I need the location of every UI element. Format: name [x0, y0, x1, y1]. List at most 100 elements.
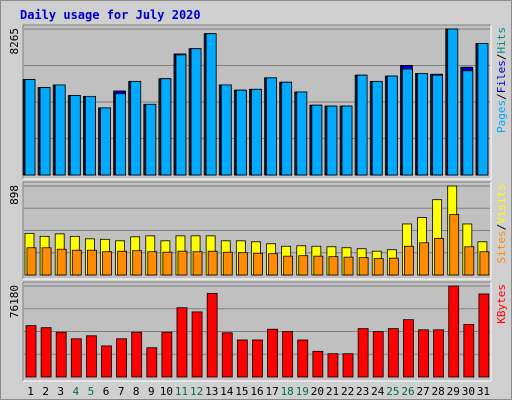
- x-tick-label-day-14: 14: [220, 385, 234, 398]
- bar-kbytes-day-18: [282, 331, 294, 378]
- bar-sites-day-25: [388, 257, 399, 276]
- bar-pages-day-23: [356, 74, 368, 176]
- legend-entry-files: Files: [495, 60, 508, 93]
- bar-sites-day-7: [117, 250, 127, 276]
- bar-pages-day-6: [100, 107, 111, 176]
- x-tick-label-day-9: 9: [148, 385, 155, 398]
- legend-separator: /: [495, 224, 508, 231]
- bar-sites-day-16: [253, 252, 263, 276]
- legend-separator: /: [495, 93, 508, 100]
- bar-sites-day-31: [479, 251, 490, 276]
- x-tick-label-day-18: 18: [281, 385, 294, 398]
- bar-kbytes-day-27: [418, 329, 429, 378]
- bar-pages-day-27: [417, 73, 428, 176]
- legend-entry-hits: Hits: [495, 27, 508, 54]
- bar-kbytes-day-8: [131, 331, 143, 378]
- bar-sites-day-4: [71, 249, 82, 276]
- bar-sites-day-19: [298, 255, 309, 276]
- bar-sites-day-27: [419, 242, 429, 276]
- x-tick-label-day-3: 3: [57, 385, 64, 398]
- x-tick-label-day-5: 5: [88, 385, 95, 398]
- x-tick-label-day-2: 2: [42, 385, 49, 398]
- bar-pages-day-7: [115, 93, 126, 176]
- legend-pages-files-hits: Pages/Files/Hits: [495, 27, 508, 133]
- bar-pages-day-31: [477, 42, 489, 176]
- bar-pages-day-18: [281, 81, 293, 176]
- bar-sites-day-18: [283, 255, 294, 276]
- x-tick-label-day-29: 29: [447, 385, 460, 398]
- bar-kbytes-day-10: [161, 331, 173, 378]
- bar-sites-day-2: [41, 247, 52, 276]
- bar-pages-day-9: [145, 103, 157, 176]
- bar-kbytes-day-3: [55, 331, 67, 378]
- bar-sites-day-21: [328, 256, 339, 276]
- bar-pages-day-25: [386, 75, 398, 176]
- x-tick-label-day-25: 25: [386, 385, 399, 398]
- x-tick-label-day-12: 12: [190, 385, 203, 398]
- bar-kbytes-day-26: [403, 319, 414, 378]
- bar-pages-day-15: [235, 89, 247, 176]
- bar-pages-day-29: [447, 28, 459, 176]
- y-axis-max-label: 76180: [8, 285, 21, 318]
- legend-kbytes: KBytes: [495, 284, 508, 324]
- bar-pages-day-3: [54, 84, 66, 176]
- bar-pages-day-1: [24, 79, 36, 176]
- x-tick-label-day-24: 24: [371, 385, 385, 398]
- bar-pages-day-4: [69, 95, 81, 176]
- x-tick-label-day-27: 27: [416, 385, 429, 398]
- bar-pages-day-17: [266, 77, 277, 176]
- bar-kbytes-day-23: [357, 328, 369, 378]
- bar-kbytes-day-5: [85, 335, 97, 378]
- bar-pages-day-12: [190, 48, 202, 176]
- bar-sites-day-26: [404, 245, 414, 276]
- bar-kbytes-day-4: [70, 338, 82, 378]
- bar-kbytes-day-9: [146, 347, 158, 378]
- bar-pages-day-21: [326, 105, 338, 176]
- bar-sites-day-8: [132, 250, 143, 276]
- x-tick-label-day-1: 1: [27, 385, 34, 398]
- legend-entry-sites: Sites: [495, 230, 508, 263]
- bar-pages-day-2: [39, 87, 51, 176]
- bar-sites-day-1: [26, 247, 37, 276]
- bar-pages-day-13: [205, 33, 217, 176]
- y-axis-max-label: 898: [8, 185, 21, 205]
- bar-sites-day-13: [207, 250, 218, 276]
- x-tick-label-day-10: 10: [160, 385, 173, 398]
- legend-entry-pages: Pages: [495, 100, 508, 133]
- bar-kbytes-day-12: [191, 311, 203, 378]
- chart-title: Daily usage for July 2020: [20, 8, 201, 22]
- bar-kbytes-day-16: [252, 339, 263, 378]
- bar-sites-day-9: [147, 251, 158, 276]
- bar-kbytes-day-19: [297, 339, 309, 378]
- bar-kbytes-day-28: [433, 329, 445, 378]
- bar-pages-day-8: [130, 80, 142, 176]
- bar-sites-day-28: [434, 237, 445, 276]
- bar-kbytes-day-11: [176, 307, 188, 378]
- x-tick-label-day-22: 22: [341, 385, 354, 398]
- bar-sites-day-6: [102, 251, 112, 276]
- x-tick-label-day-16: 16: [250, 385, 263, 398]
- bar-pages-day-16: [251, 88, 262, 176]
- bar-kbytes-day-7: [116, 338, 127, 378]
- bar-pages-day-10: [160, 78, 172, 176]
- x-tick-label-day-30: 30: [462, 385, 475, 398]
- bar-kbytes-day-25: [387, 328, 399, 378]
- bar-kbytes-day-30: [463, 324, 475, 378]
- bar-sites-day-12: [192, 251, 203, 276]
- bar-sites-day-5: [86, 249, 97, 276]
- bar-sites-day-11: [177, 250, 188, 276]
- x-tick-label-day-20: 20: [311, 385, 324, 398]
- bar-kbytes-day-31: [478, 293, 490, 378]
- x-tick-label-day-17: 17: [265, 385, 278, 398]
- bar-sites-day-3: [56, 248, 67, 276]
- bar-kbytes-day-6: [101, 345, 112, 378]
- bar-sites-day-23: [358, 257, 369, 276]
- bar-pages-day-11: [175, 54, 187, 176]
- legend-entry-visits: Visits: [495, 184, 508, 224]
- bar-kbytes-day-2: [40, 327, 52, 378]
- bar-sites-day-20: [313, 255, 324, 276]
- bar-kbytes-day-21: [327, 353, 339, 378]
- x-tick-label-day-15: 15: [235, 385, 248, 398]
